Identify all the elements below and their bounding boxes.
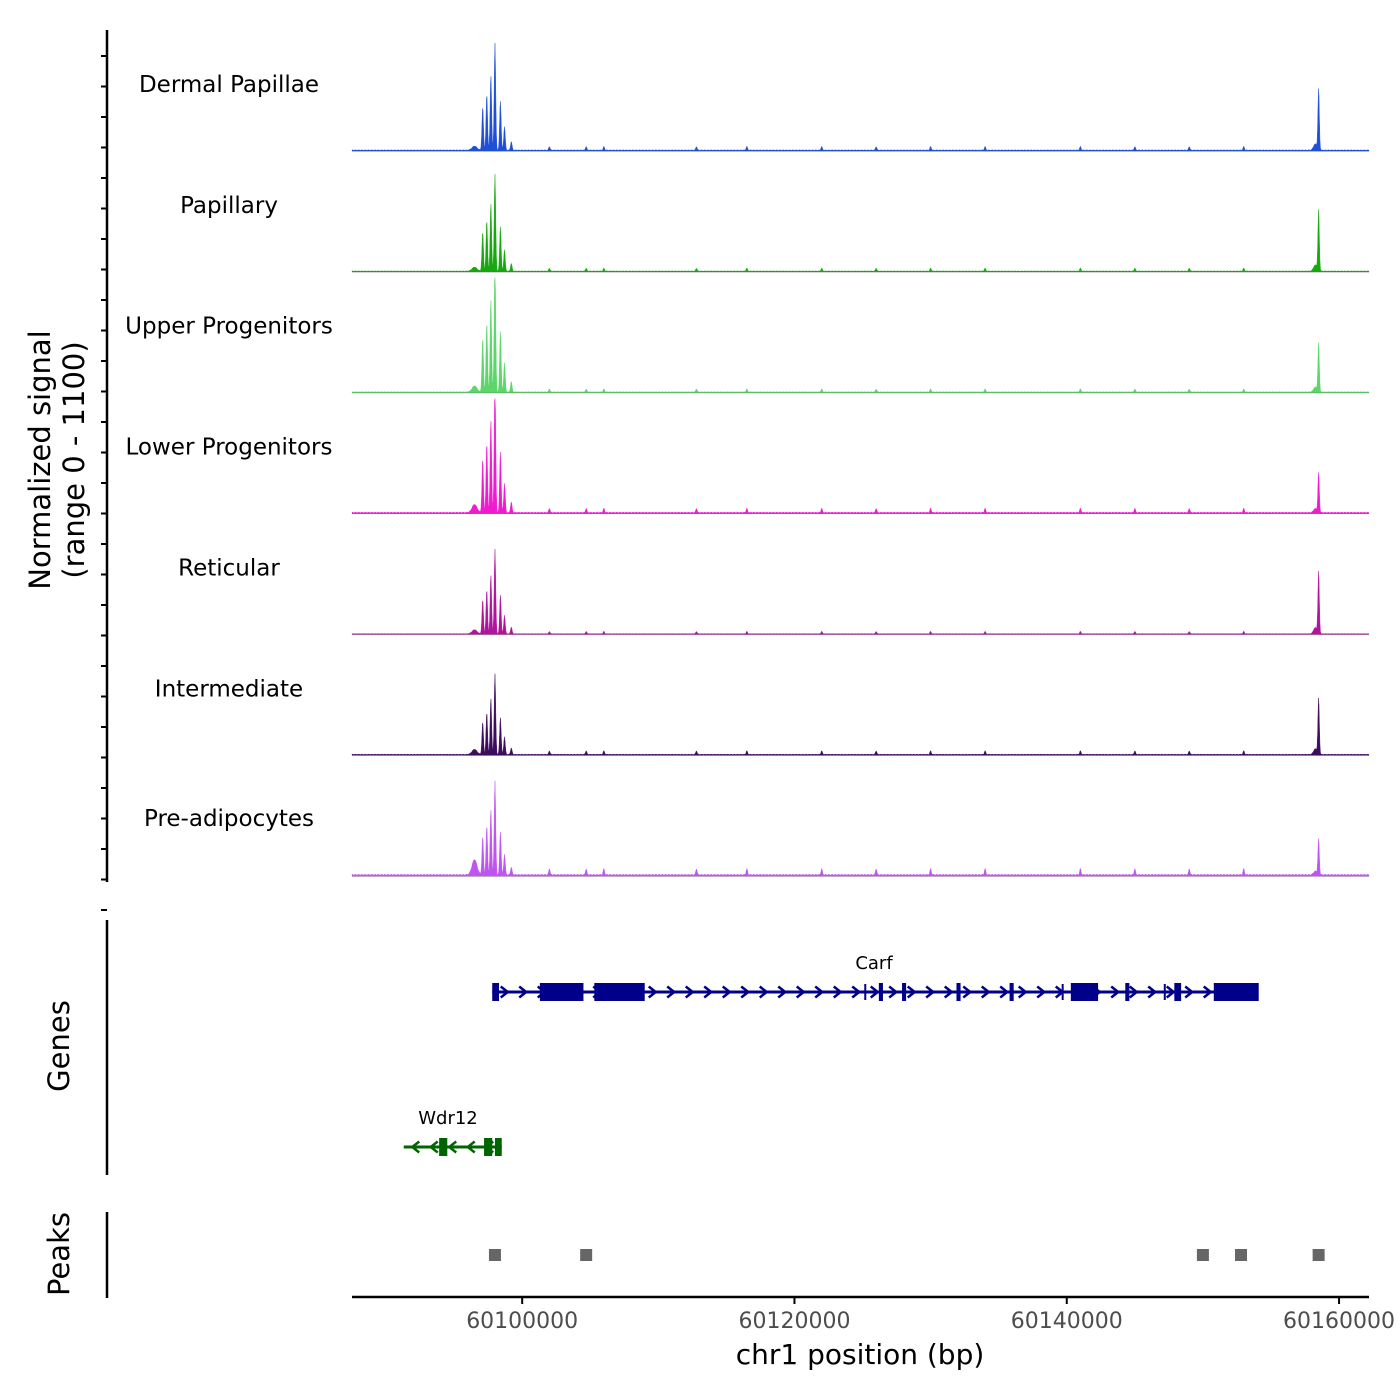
strand-arrow	[410, 1140, 421, 1154]
gene-wdr12: Wdr12	[403, 1108, 502, 1156]
strand-arrow	[647, 985, 658, 999]
strand-arrow	[1036, 985, 1047, 999]
coverage-area	[351, 42, 1370, 152]
strand-arrow	[499, 985, 510, 999]
strand-arrow	[869, 985, 880, 999]
peak-marker	[580, 1249, 593, 1261]
peak-track	[105, 1212, 1325, 1298]
track-label: Intermediate	[155, 676, 303, 702]
track-pre-adipocytes: Pre-adipocytes	[144, 780, 1370, 877]
strand-arrow	[758, 985, 769, 999]
exon	[956, 983, 961, 1001]
y-axis-range: (range 0 - 1100)	[57, 341, 91, 578]
signal-y-label-group: Normalized signal (range 0 - 1100)	[23, 330, 91, 589]
y-axis-title: Normalized signal	[23, 330, 57, 589]
gene-label: Carf	[855, 953, 893, 974]
track-upper-progenitors: Upper Progenitors	[125, 277, 1370, 394]
coverage-area	[351, 398, 1370, 514]
track-label: Reticular	[178, 555, 280, 581]
peak-marker	[488, 1249, 501, 1261]
strand-arrow	[666, 985, 677, 999]
strand-arrow	[1184, 985, 1195, 999]
strand-arrow	[906, 985, 917, 999]
exon	[494, 1138, 502, 1156]
x-tick-label: 60120000	[738, 1309, 850, 1334]
strand-arrow	[943, 985, 954, 999]
coverage-area	[351, 780, 1370, 877]
strand-arrow	[447, 1140, 458, 1154]
genes-axis-label: Genes	[42, 1000, 76, 1092]
strand-arrow	[1202, 985, 1213, 999]
gene-carf: Carf	[492, 953, 1259, 1001]
strand-arrow	[721, 985, 732, 999]
x-tick-label: 60160000	[1283, 1309, 1395, 1334]
exon	[1213, 983, 1259, 1001]
track-intermediate: Intermediate	[155, 673, 1370, 756]
strand-arrow	[684, 985, 695, 999]
strand-arrow	[1165, 985, 1176, 999]
exon	[492, 983, 500, 1001]
strand-arrow	[428, 1140, 439, 1154]
strand-arrow	[1147, 985, 1158, 999]
exon	[439, 1138, 448, 1156]
track-papillary: Papillary	[180, 174, 1370, 273]
coverage-area	[351, 549, 1370, 635]
x-axis: 60100000 60120000 60140000 60160000	[352, 1295, 1395, 1334]
exon	[1174, 983, 1182, 1001]
strand-arrow	[832, 985, 843, 999]
strand-arrow	[851, 985, 862, 999]
track-lower-progenitors: Lower Progenitors	[126, 398, 1370, 514]
strand-arrow	[999, 985, 1010, 999]
exon	[539, 983, 584, 1001]
coverage-tracks: Dermal Papillae Papillary Upper Progenitor…	[125, 42, 1370, 877]
strand-arrow	[962, 985, 973, 999]
exon	[594, 983, 645, 1001]
exon	[484, 1138, 493, 1156]
strand-arrow	[1110, 985, 1121, 999]
strand-arrow	[703, 985, 714, 999]
x-axis-title: chr1 position (bp)	[736, 1338, 985, 1371]
strand-arrow	[795, 985, 806, 999]
strand-arrow	[1128, 985, 1139, 999]
strand-arrow	[980, 985, 991, 999]
coverage-area	[351, 174, 1370, 272]
x-tick-label: 60140000	[1011, 1309, 1123, 1334]
peak-marker	[1196, 1249, 1209, 1261]
coverage-area	[351, 673, 1370, 756]
track-label: Upper Progenitors	[125, 314, 333, 340]
strand-arrow	[888, 985, 899, 999]
gene-label: Wdr12	[418, 1108, 478, 1129]
exon	[902, 983, 907, 1001]
strand-arrow	[465, 1140, 476, 1154]
peaks-axis-label: Peaks	[42, 1212, 76, 1296]
track-reticular: Reticular	[178, 549, 1370, 635]
strand-arrow	[518, 985, 529, 999]
exon	[1009, 983, 1014, 1001]
track-label: Dermal Papillae	[139, 72, 319, 98]
exon	[1125, 983, 1130, 1001]
x-tick-label: 60100000	[466, 1309, 578, 1334]
peak-marker	[1235, 1249, 1248, 1261]
strand-arrow	[814, 985, 825, 999]
coverage-area	[351, 277, 1370, 393]
track-label: Papillary	[180, 193, 278, 219]
track-label: Pre-adipocytes	[144, 806, 314, 832]
strand-arrow	[1017, 985, 1028, 999]
strand-arrow	[777, 985, 788, 999]
track-label: Lower Progenitors	[126, 435, 333, 461]
exon	[1070, 983, 1099, 1001]
strand-arrow	[925, 985, 936, 999]
track-dermal-papillae: Dermal Papillae	[139, 42, 1370, 152]
signal-y-axis	[101, 30, 109, 911]
exon	[878, 983, 883, 1001]
strand-arrow	[740, 985, 751, 999]
peak-marker	[1312, 1249, 1325, 1261]
gene-track: Carf Wdr12	[105, 920, 1259, 1175]
